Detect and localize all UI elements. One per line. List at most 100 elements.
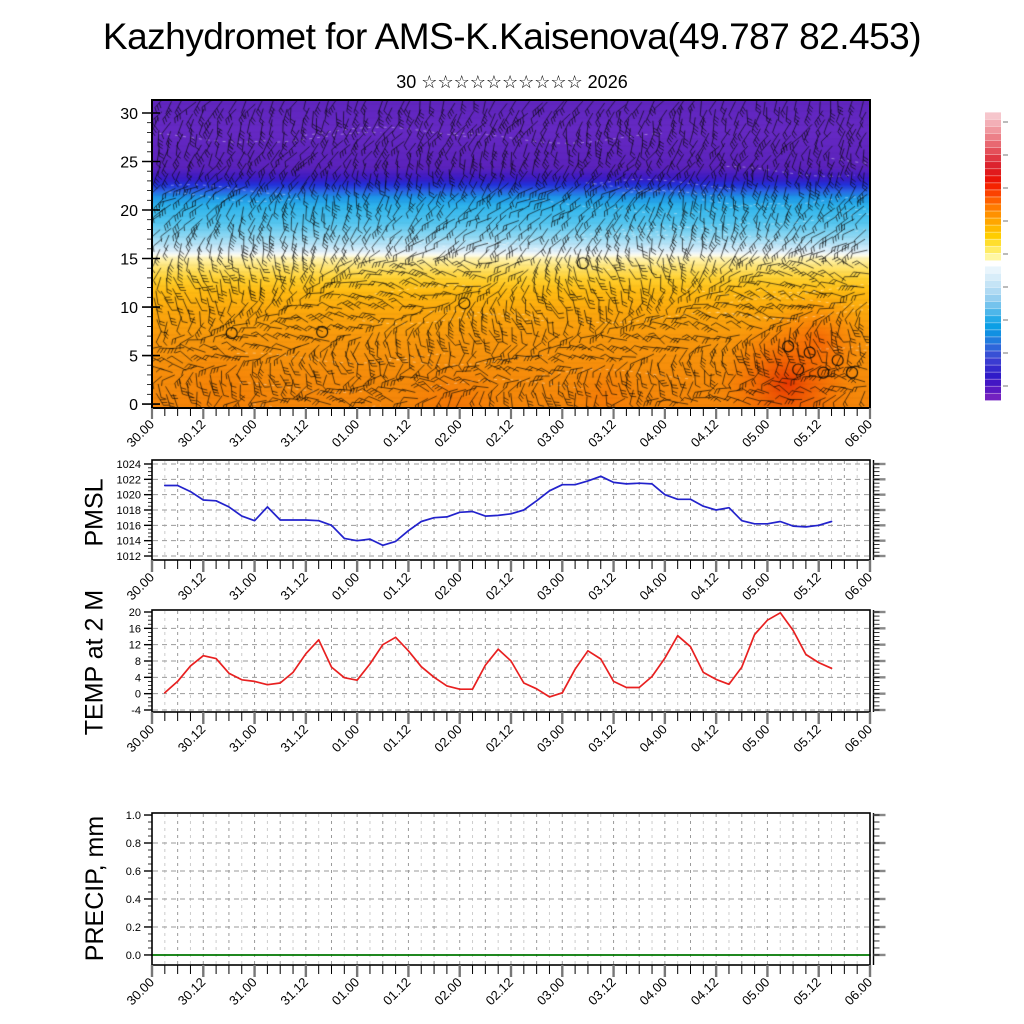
page-title: Kazhydromet for AMS-K.Kaisenova(49.787 8…: [102, 16, 922, 57]
x-tick-label: 05.12: [790, 570, 824, 604]
colorbar-strip: [985, 371, 1001, 380]
colorbar-hairline: [985, 378, 1001, 380]
colorbar-hairline: [985, 168, 1001, 170]
colorbar-strip: [985, 196, 1001, 205]
y-tick-label: 1024: [117, 459, 141, 471]
colorbar-strip: [985, 189, 1001, 197]
x-tick-label: 03.12: [585, 722, 619, 756]
colorbar-hairline: [985, 161, 1001, 163]
colorbar-hairline: [985, 253, 1001, 254]
x-tick-label: 31.12: [277, 570, 311, 604]
colorbar-strip: [985, 392, 1001, 401]
x-tick-label: 05.00: [739, 722, 773, 756]
x-tick-label: 03.00: [534, 417, 568, 451]
y-tick-label: 8: [135, 656, 141, 668]
colorbar-strip: [985, 175, 1001, 183]
colorbar-strip: [985, 217, 1001, 226]
y-tick-label: 0.4: [126, 894, 141, 906]
x-tick-label: 30.00: [124, 722, 158, 756]
y-tick-label: 0.8: [126, 838, 141, 850]
y-tick-label: 12: [129, 640, 141, 652]
colorbar-strip: [985, 350, 1001, 359]
x-tick-label: 30.00: [124, 417, 158, 451]
colorbar-hairline: [985, 350, 1001, 352]
colorbar-hairline: [985, 196, 1001, 198]
colorbar-strip: [985, 343, 1001, 352]
pmsl-panel: 1012 1014 1016 1018 1020 1022 1024 30.00 30.12 31…: [117, 459, 886, 603]
colorbar-hairline: [985, 357, 1001, 359]
colorbar-hairline: [985, 133, 1001, 134]
x-tick-label: 04.12: [688, 570, 722, 604]
date-subtitle: 30 ☆☆☆☆☆☆☆☆☆☆ 2026: [396, 72, 628, 92]
colorbar-strip: [985, 147, 1001, 155]
x-tick-label: 03.00: [534, 975, 568, 1009]
y-tick-label: 30: [120, 106, 138, 123]
colorbar-strip: [985, 357, 1001, 366]
x-tick-label: 03.12: [585, 417, 619, 451]
x-tick-label: 05.12: [790, 722, 824, 756]
colorbar-strip: [985, 245, 1001, 254]
colorbar-strip: [985, 126, 1001, 134]
colorbar-hairline: [985, 154, 1001, 155]
x-tick-label: 03.12: [585, 975, 619, 1009]
x-tick-label: 31.00: [226, 975, 260, 1009]
x-tick-label: 06.00: [842, 722, 876, 756]
x-tick-label: 30.12: [175, 570, 209, 604]
x-tick-label: 01.12: [380, 975, 414, 1009]
colorbar-strip: [985, 378, 1001, 387]
wind-plot-frame: [151, 99, 871, 409]
colorbar-strip: [985, 364, 1001, 373]
x-tick-label: 02.00: [431, 417, 465, 451]
colorbar-strip: [985, 161, 1001, 169]
x-tick-label: 01.12: [380, 722, 414, 756]
colorbar-hairline: [985, 210, 1001, 212]
wind-panel-axes: 0 5 10 15 20 25 30 30.00 30.12 31.00 31.12 01.00 01.…: [120, 99, 876, 451]
colorbar-strip: [985, 287, 1001, 295]
y-tick-label: 1.0: [126, 810, 141, 822]
x-tick-label: 04.12: [688, 722, 722, 756]
y-tick-label: 1014: [117, 536, 141, 548]
y-tick-label: 1018: [117, 505, 141, 517]
temp-line: [163, 611, 833, 698]
x-tick-label: 01.00: [329, 975, 363, 1009]
colorbar-hairline: [985, 301, 1001, 302]
colorbar-strip: [985, 280, 1001, 288]
colorbar-strip: [985, 385, 1001, 394]
colorbar-hairline: [985, 217, 1001, 219]
y-tick-label: 1012: [117, 551, 141, 563]
colorbar-strip: [985, 112, 1001, 120]
x-tick-label: 01.00: [329, 570, 363, 604]
y-tick-label: 1022: [117, 474, 141, 486]
x-tick-label: 02.00: [431, 570, 465, 604]
precip-panel: 0.0 0.2 0.4 0.6 0.8 1.0 30.00 30.12 31.00 31.12 01…: [124, 810, 886, 1008]
colorbar-hairline: [985, 364, 1001, 366]
x-tick-label: 31.00: [226, 722, 260, 756]
colorbar-hairline: [985, 182, 1001, 184]
pmsl-line: [163, 475, 833, 547]
x-tick-label: 01.12: [380, 570, 414, 604]
x-tick-label: 04.00: [636, 722, 670, 756]
colorbar-strip: [985, 322, 1001, 330]
colorbar-hairline: [985, 112, 1001, 113]
colorbar-hairline: [985, 371, 1001, 373]
x-tick-label: 31.00: [226, 417, 260, 451]
x-tick-label: 30.00: [124, 975, 158, 1009]
y-tick-label: 0.0: [126, 950, 141, 962]
colorbar-hairline: [985, 175, 1001, 177]
x-tick-label: 06.00: [842, 417, 876, 451]
colorbar-hairline: [985, 238, 1001, 240]
x-tick-label: 05.00: [739, 975, 773, 1009]
x-tick-label: 31.00: [226, 570, 260, 604]
x-tick-label: 30.12: [175, 975, 209, 1009]
x-tick-label: 04.00: [636, 975, 670, 1009]
colorbar-strip: [985, 315, 1001, 323]
x-tick-label: 04.12: [688, 417, 722, 451]
colorbar-strip: [985, 238, 1001, 247]
colorbar-hairline: [985, 392, 1001, 394]
x-tick-label: 02.12: [483, 722, 517, 756]
y-tick-label: 20: [129, 607, 141, 619]
x-tick-label: 06.00: [842, 975, 876, 1009]
colorbar-hairline: [985, 336, 1001, 338]
x-tick-label: 01.12: [380, 417, 414, 451]
